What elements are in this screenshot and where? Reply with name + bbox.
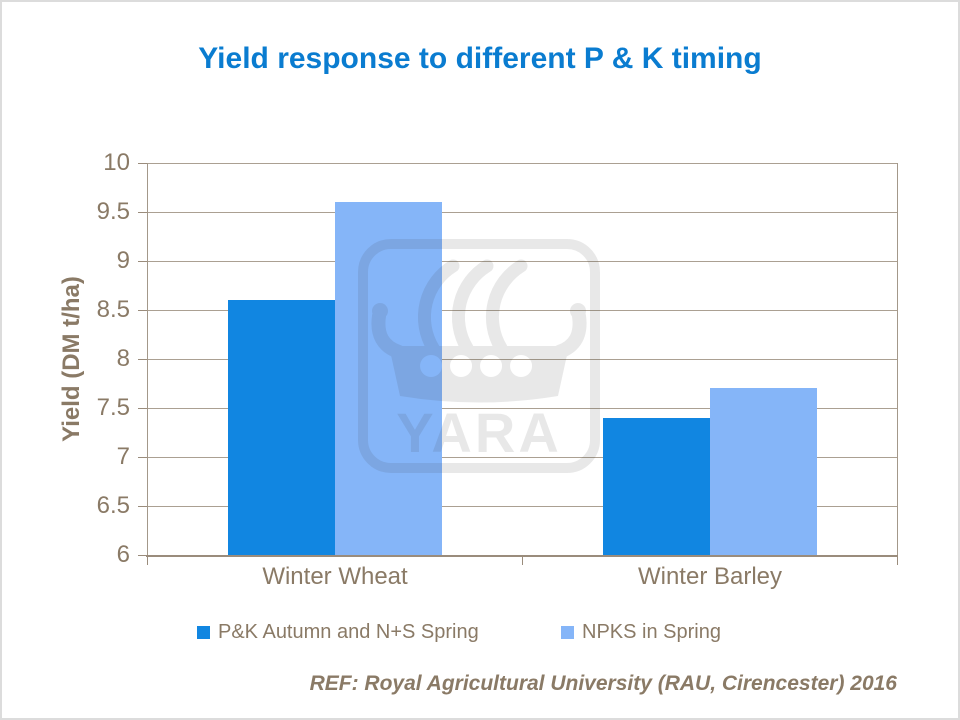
legend-item: NPKS in Spring [561,619,721,645]
x-axis-tick [897,557,898,565]
y-axis-tick [138,163,147,164]
viking-ship-sails-icon [417,259,528,355]
watermark-border [358,239,600,473]
legend-swatch [197,625,210,639]
y-axis-tick [138,555,147,556]
y-tick-label: 10 [103,149,130,176]
legend-swatch [561,625,574,639]
reference-text: REF: Royal Agricultural University (RAU,… [309,672,897,695]
gridline [147,457,897,458]
viking-ship-prow-icon [371,309,587,359]
gridline [147,163,897,164]
y-axis-line [147,163,148,555]
x-axis-tick [522,557,523,565]
y-tick-label: 7.5 [96,394,130,421]
gridline [147,310,897,311]
gridline [147,506,897,507]
y-tick-label: 8.5 [96,296,130,323]
legend-item: P&K Autumn and N+S Spring [197,619,479,645]
y-axis-tick [138,212,147,213]
chart-title: Yield response to different P & K timing [198,42,762,75]
gridline [147,261,897,262]
plot-right-border [897,163,898,555]
bar-winter-wheat-series-2 [335,202,442,555]
gridline [147,408,897,409]
x-axis-line [146,555,898,557]
y-tick-label: 8 [116,345,130,372]
y-axis-tick [138,506,147,507]
bar-winter-barley-series-2 [710,388,817,555]
legend-label: NPKS in Spring [582,621,721,643]
watermark-wordmark: YARA [396,401,562,464]
y-tick-label: 6 [116,541,130,568]
legend-label: P&K Autumn and N+S Spring [218,621,479,643]
x-axis-tick [147,557,148,565]
y-tick-label: 6.5 [96,492,130,519]
y-axis-tick [138,408,147,409]
gridline [147,212,897,213]
category-label: Winter Barley [637,563,783,590]
y-axis-tick [138,261,147,262]
viking-ship-hull-icon: YARA [372,303,586,464]
gridline [147,359,897,360]
y-axis-tick [138,310,147,311]
y-tick-label: 9 [116,247,130,274]
category-label: Winter Wheat [262,563,408,590]
bar-winter-barley-series-1 [603,418,710,555]
bar-winter-wheat-series-1 [228,300,335,555]
y-tick-label: 7 [116,443,130,470]
y-axis-tick [138,457,147,458]
yara-watermark-logo: YARA [358,239,600,473]
y-axis-tick [138,359,147,360]
y-tick-label: 9.5 [96,198,130,225]
